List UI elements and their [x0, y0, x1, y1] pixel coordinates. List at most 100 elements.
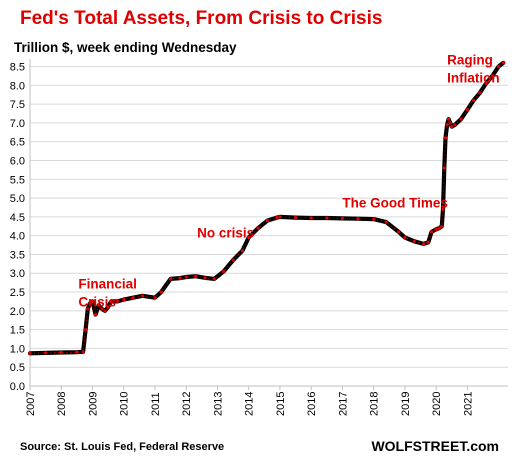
data-point	[28, 351, 32, 355]
data-point	[294, 216, 298, 220]
data-point	[440, 224, 444, 228]
data-point	[501, 61, 505, 65]
y-tick-label: 5.5	[10, 174, 25, 186]
data-point	[231, 258, 235, 262]
annotation-line: Crisis	[78, 294, 116, 309]
data-point	[103, 309, 107, 313]
x-tick-label: 2010	[119, 392, 131, 416]
data-point	[131, 296, 135, 300]
brand-label: WOLFSTREET.com	[371, 438, 499, 454]
data-point	[443, 136, 448, 140]
y-tick-label: 8.5	[10, 62, 25, 74]
x-tick-label: 2008	[56, 392, 68, 416]
data-point	[275, 216, 279, 220]
annotations: Financial Crisis No crisis The Good Times Ra…	[78, 53, 499, 310]
x-tick-label: 2014	[244, 392, 256, 416]
y-tick-label: 0.5	[10, 362, 25, 374]
data-point	[222, 269, 226, 273]
data-point	[372, 217, 376, 221]
x-tick-label: 2021	[462, 392, 474, 416]
data-point	[122, 298, 126, 302]
data-point	[212, 277, 216, 281]
data-point	[384, 220, 388, 224]
series-group	[27, 60, 506, 356]
data-point	[153, 296, 157, 300]
data-point	[429, 230, 434, 234]
y-tick-label: 2.0	[10, 306, 25, 318]
data-point	[442, 166, 446, 170]
data-point	[169, 277, 173, 281]
y-tick-label: 8.0	[10, 80, 25, 92]
x-tick-label: 2013	[212, 392, 224, 416]
y-tick-label: 0.0	[10, 381, 25, 393]
data-point	[472, 98, 476, 102]
data-point	[412, 239, 416, 243]
y-tick-label: 5.0	[10, 193, 25, 205]
data-point	[109, 299, 113, 303]
annotation-line: Financial	[78, 276, 137, 291]
y-tick-label: 4.0	[10, 231, 25, 243]
data-point	[240, 249, 244, 253]
x-tick-label: 2015	[275, 392, 287, 416]
data-point	[490, 74, 494, 78]
y-tick-label: 6.0	[10, 155, 25, 167]
data-point	[265, 219, 269, 223]
x-tick-labels: 2007 2008 2009 2010 2011 2012 2013 2014 2015 2016…	[25, 392, 474, 416]
data-point	[159, 290, 163, 294]
y-tick-label: 7.0	[10, 118, 25, 130]
data-point	[86, 307, 90, 311]
x-tick-label: 2020	[431, 392, 443, 416]
data-point	[97, 303, 101, 307]
chart-annotation: No crisis	[197, 226, 254, 241]
data-point	[278, 215, 282, 219]
x-tick-label: 2016	[306, 392, 318, 416]
data-point	[90, 299, 95, 303]
annotation-line: Inflation	[447, 71, 500, 86]
data-point	[459, 117, 463, 121]
source-note: Source: St. Louis Fed, Federal Reserve	[20, 441, 224, 453]
data-point	[356, 217, 360, 221]
data-point	[100, 307, 104, 311]
x-tick-label: 2011	[150, 392, 162, 416]
y-tick-label: 1.5	[10, 325, 25, 337]
data-point	[484, 81, 488, 85]
data-point	[447, 117, 451, 121]
data-point	[44, 351, 48, 355]
x-tick-label: 2012	[181, 392, 193, 416]
data-point	[256, 226, 260, 230]
data-point	[478, 91, 482, 95]
data-point	[422, 242, 426, 246]
x-tick-label: 2009	[87, 392, 99, 416]
y-tick-labels: 0.0 0.5 1.0 1.5 2.0 2.5 3.0 3.5 4.0 4.5 5.0 5.5 6.0 6…	[10, 62, 25, 393]
chart-annotation: The Good Times	[342, 195, 448, 210]
data-point	[88, 301, 92, 305]
x-tick-label: 2007	[25, 392, 37, 416]
data-point	[497, 64, 501, 69]
data-point	[426, 240, 430, 244]
data-point	[247, 235, 251, 240]
y-tick-label: 2.5	[10, 287, 25, 299]
data-point	[325, 216, 329, 220]
data-point	[309, 216, 313, 220]
data-point	[397, 230, 401, 234]
data-point	[178, 276, 182, 280]
data-point	[184, 275, 188, 279]
data-point	[194, 274, 198, 278]
data-point	[59, 350, 63, 355]
y-tick-label: 4.5	[10, 212, 25, 224]
x-tick-label: 2018	[369, 392, 381, 416]
annotation-line: The Good Times	[342, 195, 448, 210]
series	[27, 60, 506, 356]
x-tick-label: 2019	[400, 392, 412, 416]
data-point	[437, 226, 441, 230]
y-tick-label: 1.0	[10, 343, 25, 355]
data-point	[403, 235, 407, 240]
data-point	[340, 216, 344, 220]
x-tick-label: 2017	[337, 392, 349, 416]
data-point	[441, 207, 445, 211]
data-point	[140, 294, 145, 298]
data-point	[106, 305, 110, 309]
chart-annotation: Raging Inflation	[447, 53, 500, 86]
data-point	[453, 123, 457, 127]
y-tick-label: 3.5	[10, 249, 25, 261]
